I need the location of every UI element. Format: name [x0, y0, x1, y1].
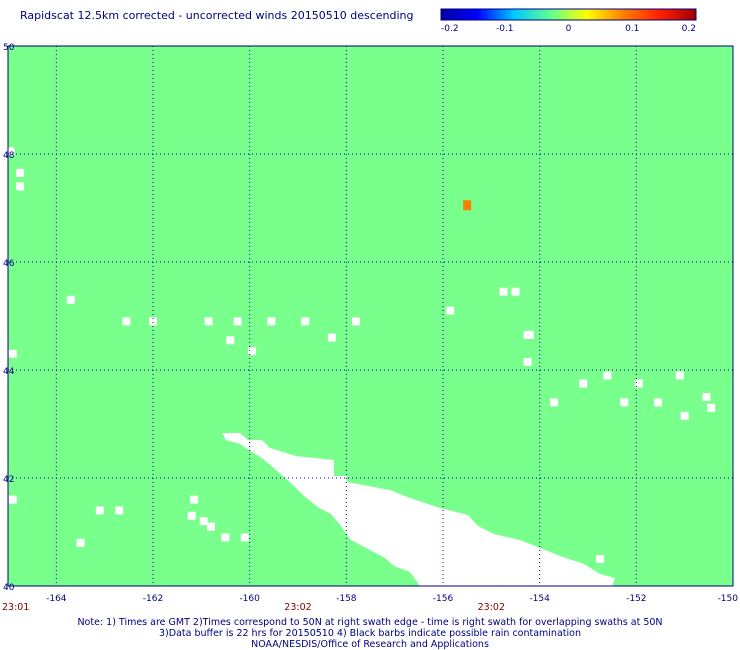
missing-cell — [654, 398, 663, 407]
time-label: 23:01 — [2, 602, 29, 613]
latitude-labels: 50 48 46 44 42 40 — [3, 43, 15, 593]
longitude-tick-label: -162 — [143, 594, 163, 604]
missing-cell — [526, 330, 534, 339]
latitude-tick-label: 46 — [3, 259, 15, 269]
missing-cell — [248, 347, 257, 356]
time-label: 23:02 — [478, 602, 505, 613]
missing-cell — [352, 317, 360, 326]
missing-cell — [76, 538, 85, 547]
time-labels: 23:01 23:02 23:02 — [2, 602, 505, 613]
missing-cell — [675, 371, 684, 380]
latitude-tick-label: 48 — [3, 151, 15, 161]
missing-data-cells — [6, 147, 716, 590]
grid-lines — [8, 46, 733, 586]
latitude-tick-label: 42 — [3, 475, 14, 485]
missing-cell — [603, 371, 612, 380]
missing-cell — [446, 306, 455, 315]
latitude-tick-label: 44 — [3, 367, 15, 377]
missing-cell — [460, 568, 469, 577]
colorbar-labels: -0.2 -0.1 0 0.1 0.2 — [441, 24, 696, 34]
longitude-tick-label: -158 — [336, 594, 357, 604]
missing-cell — [472, 573, 481, 582]
missing-cell — [620, 398, 629, 407]
swath-gap-region — [222, 433, 615, 586]
footer-credit-line: NOAA/NESDIS/Office of Research and Appli… — [251, 639, 489, 650]
highlight-cells — [463, 200, 472, 211]
missing-cell — [550, 398, 559, 407]
colorbar-tick-label: 0.1 — [625, 24, 639, 34]
missing-cell — [405, 541, 414, 550]
colorbar-tick-label: 0.2 — [682, 24, 696, 34]
highlight-cell — [463, 200, 472, 211]
longitude-tick-label: -152 — [626, 594, 646, 604]
missing-cell — [199, 517, 208, 526]
colorbar — [440, 8, 697, 21]
missing-cell — [226, 336, 235, 345]
missing-cell — [596, 555, 605, 563]
footer-note-line2: 3)Data buffer is 22 hrs for 20150510 4) … — [159, 628, 581, 639]
missing-cell — [190, 495, 199, 504]
missing-cell — [187, 511, 196, 520]
missing-cell — [634, 379, 643, 388]
missing-cell — [122, 317, 131, 326]
missing-cell — [707, 403, 716, 412]
missing-cell — [16, 182, 25, 191]
missing-cell — [240, 533, 249, 542]
time-label: 23:02 — [284, 602, 311, 613]
missing-cell — [267, 317, 276, 326]
colorbar-tick-label: -0.2 — [441, 24, 459, 34]
missing-cell — [115, 506, 124, 515]
missing-cell — [680, 411, 689, 420]
missing-cell — [95, 506, 104, 515]
missing-cell — [511, 287, 520, 296]
longitude-labels: -164 -162 -160 -158 -156 -154 -152 -150 — [46, 594, 738, 604]
missing-cell — [301, 317, 310, 326]
longitude-tick-label: -156 — [433, 594, 454, 604]
latitude-tick-label: 50 — [3, 43, 15, 53]
missing-cell — [327, 333, 336, 342]
missing-cell — [6, 147, 15, 156]
missing-cell — [221, 533, 230, 542]
missing-cell — [233, 317, 242, 326]
longitude-tick-label: -164 — [46, 594, 67, 604]
longitude-tick-label: -160 — [239, 594, 260, 604]
missing-cell — [16, 168, 25, 177]
latitude-tick-label: 40 — [3, 583, 15, 593]
colorbar-tick-label: 0 — [566, 24, 572, 34]
map-border — [7, 45, 734, 587]
missing-cell — [8, 495, 17, 504]
missing-cell — [207, 522, 215, 531]
colorbar-tick-label: -0.1 — [496, 24, 514, 34]
longitude-tick-label: -150 — [718, 594, 739, 604]
missing-cell — [66, 295, 75, 304]
missing-cell — [499, 287, 508, 296]
longitude-tick-label: -154 — [529, 594, 550, 604]
missing-cell — [8, 349, 17, 358]
map-title: Rapidscat 12.5km corrected - uncorrected… — [20, 9, 414, 22]
footer-note-line1: Note: 1) Times are GMT 2)Times correspon… — [77, 617, 663, 628]
missing-cell — [702, 393, 711, 401]
missing-cell — [149, 317, 157, 326]
missing-cell — [523, 357, 532, 366]
missing-cell — [521, 544, 530, 553]
missing-cell — [204, 317, 213, 326]
missing-cell — [579, 379, 588, 388]
